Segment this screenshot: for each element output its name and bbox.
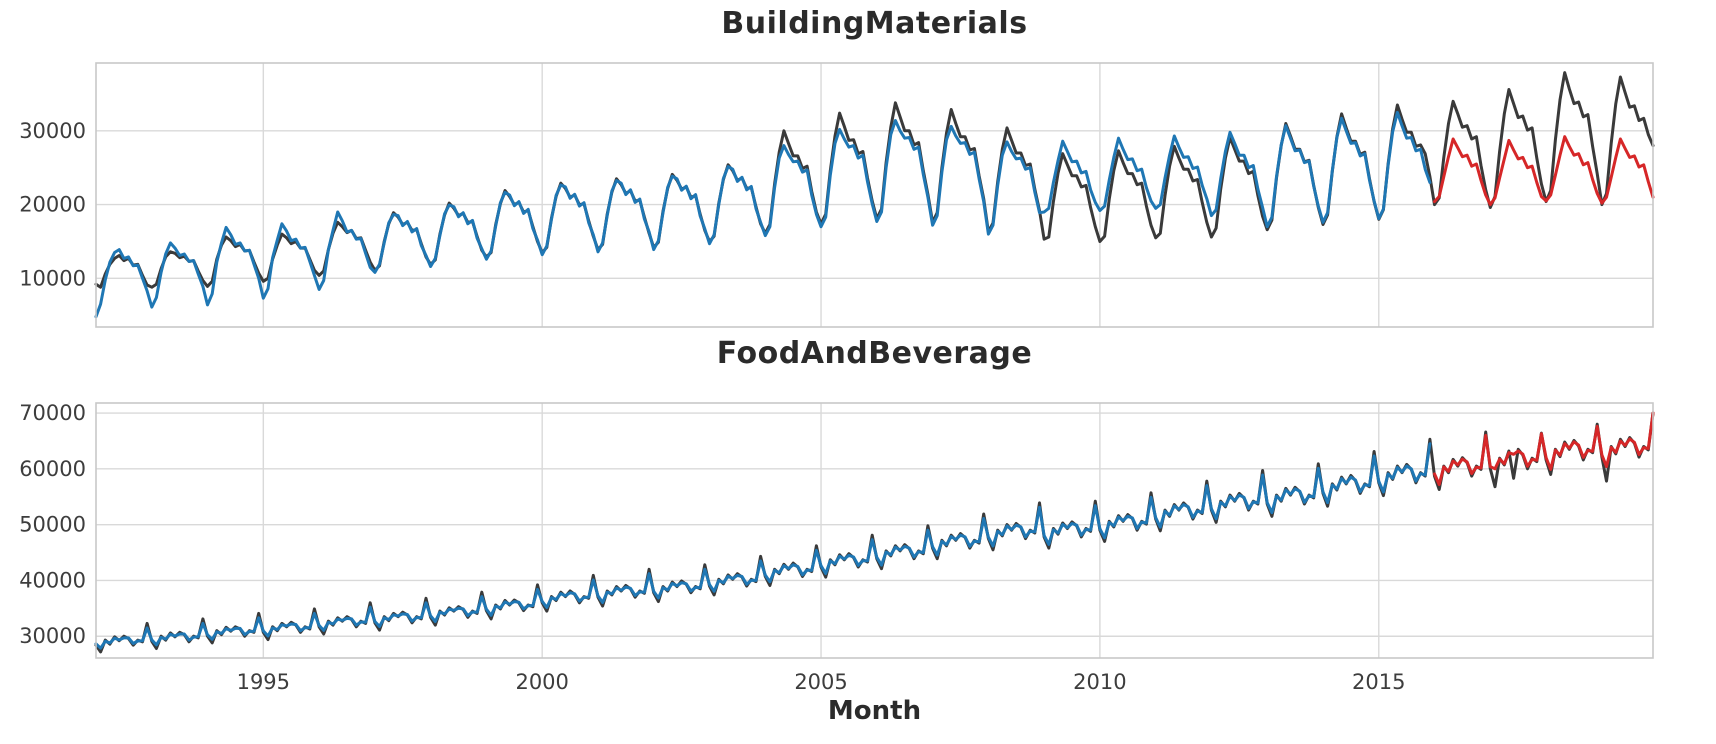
y-tick-label: 10000 [19, 266, 86, 290]
y-tick-label: 30000 [19, 624, 86, 648]
x-tick-label: 2015 [1352, 670, 1405, 694]
y-tick-label: 70000 [19, 401, 86, 425]
plot-border [95, 402, 1654, 659]
y-tick-label: 40000 [19, 568, 86, 592]
food-and-beverage-title: FoodAndBeverage [716, 336, 1033, 371]
x-tick-label: 2010 [1073, 670, 1126, 694]
fitted-series-line [94, 110, 1432, 319]
actual-series-line [94, 71, 1655, 289]
x-tick-label: 2000 [515, 670, 568, 694]
building-materials-title: BuildingMaterials [721, 6, 1028, 41]
y-tick-label: 30000 [19, 119, 86, 143]
y-tick-label: 50000 [19, 513, 86, 537]
fitted-series-line [94, 442, 1432, 650]
forecast-series-line [1433, 411, 1655, 486]
x-axis-label: Month [827, 696, 922, 726]
x-tick-label: 1995 [237, 670, 290, 694]
actual-series-line [94, 411, 1655, 654]
x-tick-label: 2005 [794, 670, 847, 694]
y-tick-label: 20000 [19, 193, 86, 217]
y-tick-label: 60000 [19, 457, 86, 481]
forecast-series-line [1433, 135, 1655, 207]
plot-border [95, 62, 1654, 328]
